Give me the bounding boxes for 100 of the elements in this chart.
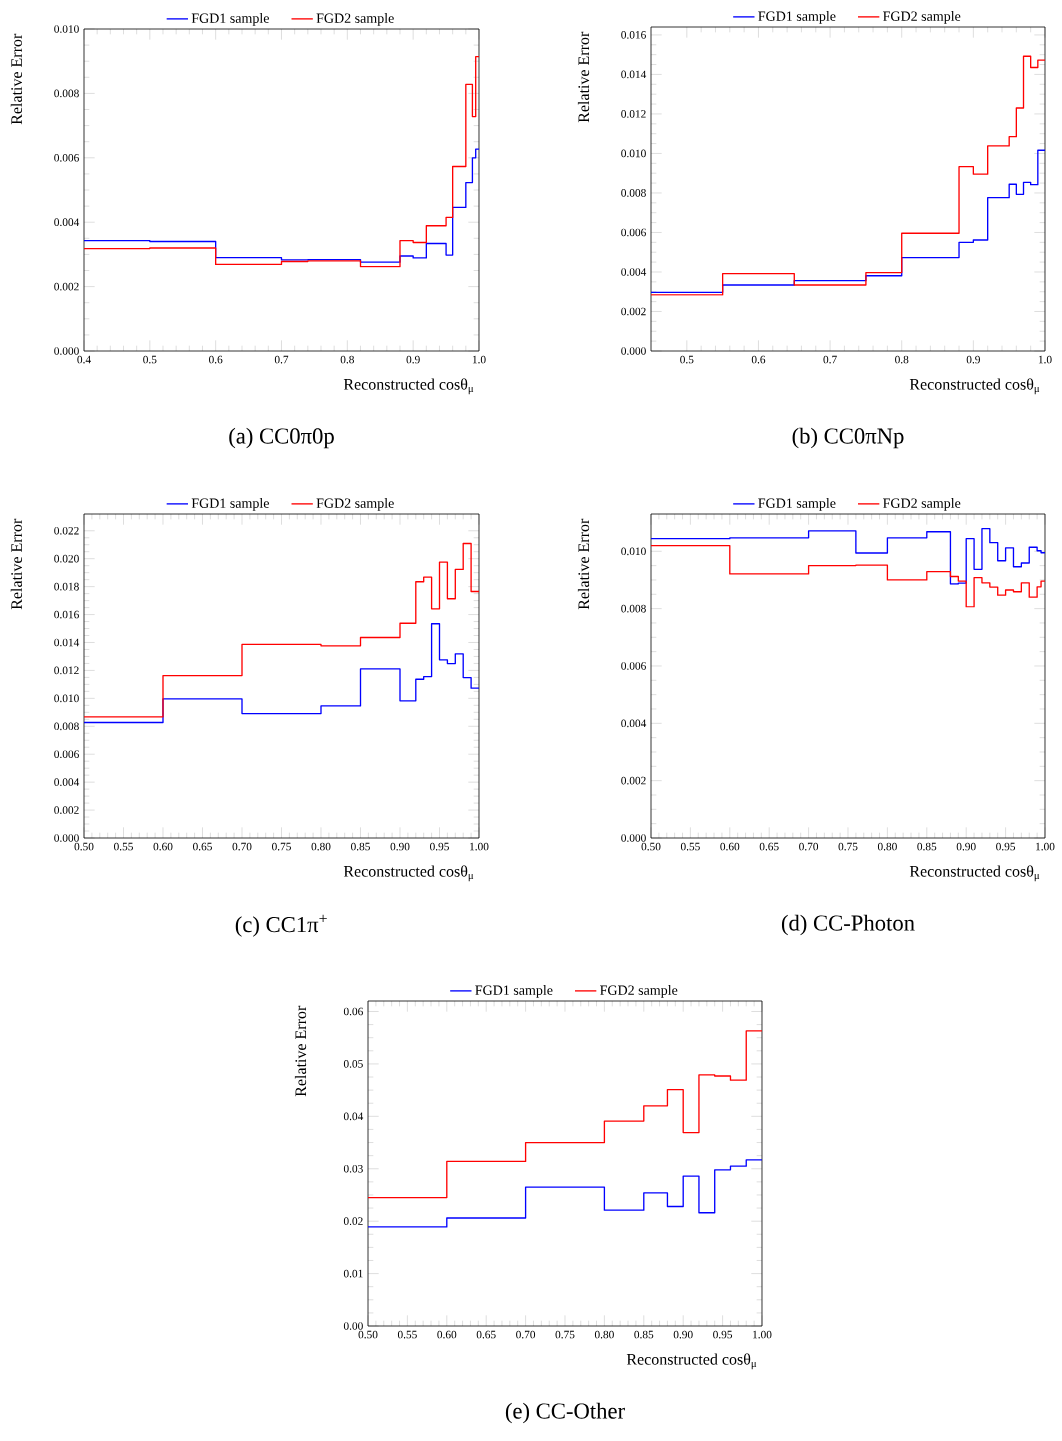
y-tick-label: 0.022 — [54, 526, 79, 535]
text: (c) CC1π$^{+}$ — [235, 914, 327, 937]
y-tick-label: 0.012 — [621, 110, 646, 118]
x-tick-label: 0.8 — [895, 355, 909, 364]
legend-label: FGD2 sample — [883, 11, 961, 24]
x-axis-title: Reconstructed cosθ$_{μ}$ — [343, 865, 474, 882]
y-axis-title: Relative Error — [577, 31, 590, 123]
x-tick-label: 0.85 — [351, 842, 370, 851]
y-tick-label: 0.006 — [621, 662, 646, 670]
x-tick-label: 0.60 — [153, 842, 173, 851]
x-tick-label: 0.9 — [966, 355, 980, 364]
legend-label: FGD2 sample — [316, 13, 394, 26]
legend-label: FGD1 sample — [191, 498, 270, 511]
x-tick-label: 0.70 — [799, 842, 819, 851]
x-tick-label: 0.55 — [680, 842, 700, 851]
y-tick-label: 0.03 — [343, 1164, 363, 1173]
y-tick-label: 0.000 — [54, 834, 79, 842]
x-tick-label: 0.50 — [358, 1330, 378, 1339]
x-tick-label: 0.9 — [406, 355, 420, 364]
x-tick-label: 0.70 — [232, 842, 252, 851]
y-tick-label: 0.06 — [343, 1007, 363, 1016]
legend-label: FGD2 sample — [316, 498, 394, 511]
y-tick-label: 0.004 — [621, 268, 647, 276]
y-tick-label: 0.010 — [54, 694, 79, 703]
legend-label: FGD1 sample — [758, 498, 836, 511]
y-tick-label: 0.016 — [54, 610, 79, 619]
x-tick-label: 0.65 — [759, 842, 779, 851]
legend-label: FGD1 sample — [475, 985, 553, 998]
x-axis-title: Reconstructed cosθ$_{μ}$ — [626, 1353, 757, 1370]
x-tick-label: 0.60 — [437, 1330, 457, 1339]
x-axis-title: Reconstructed cosθ$_{μ}$ — [909, 378, 1040, 395]
x-tick-label: 0.80 — [877, 842, 897, 851]
y-tick-label: 0.002 — [621, 776, 646, 785]
x-tick-label: 0.4 — [77, 355, 91, 364]
y-axis-title: Relative Error — [294, 1005, 307, 1097]
x-tick-label: 0.70 — [516, 1330, 536, 1339]
x-axis-title: Reconstructed cosθ$_{μ}$ — [909, 865, 1040, 882]
x-tick-label: 0.60 — [720, 842, 740, 851]
legend-label: FGD1 sample — [191, 13, 269, 26]
x-tick-label: 0.80 — [594, 1330, 614, 1339]
y-axis-title: Relative Error — [10, 33, 22, 125]
x-tick-label: 0.95 — [713, 1330, 733, 1339]
x-tick-label: 0.90 — [673, 1330, 693, 1339]
x-tick-label: 0.65 — [193, 842, 212, 851]
x-tick-label: 0.50 — [641, 842, 661, 851]
y-tick-label: 0.04 — [343, 1112, 364, 1121]
x-tick-label: 0.7 — [823, 355, 837, 364]
x-tick-label: 0.7 — [274, 355, 289, 364]
x-tick-label: 0.95 — [996, 842, 1016, 851]
legend-label: FGD2 sample — [883, 498, 961, 511]
x-tick-label: 0.80 — [311, 842, 331, 851]
y-tick-label: 0.000 — [621, 347, 646, 355]
x-tick-label: 0.95 — [430, 842, 449, 851]
x-tick-label: 0.75 — [555, 1330, 575, 1339]
x-tick-label: 0.90 — [956, 842, 976, 851]
y-tick-label: 0.02 — [343, 1217, 363, 1226]
x-tick-label: 0.5 — [680, 355, 694, 364]
y-tick-label: 0.002 — [54, 282, 79, 291]
x-tick-label: 0.6 — [209, 355, 223, 364]
y-tick-label: 0.014 — [54, 638, 80, 647]
y-tick-label: 0.020 — [54, 554, 79, 563]
y-tick-label: 0.01 — [343, 1269, 363, 1278]
y-tick-label: 0.006 — [54, 750, 79, 759]
x-tick-label: 0.50 — [74, 842, 94, 851]
x-tick-label: 0.55 — [397, 1330, 417, 1339]
x-tick-label: 0.6 — [751, 355, 766, 364]
x-tick-label: 1.0 — [1038, 355, 1052, 364]
x-tick-label: 1.00 — [753, 1330, 772, 1339]
y-tick-label: 0.004 — [621, 719, 647, 728]
x-tick-label: 0.85 — [917, 842, 937, 851]
y-tick-label: 0.008 — [621, 189, 646, 197]
x-tick-label: 0.55 — [114, 842, 133, 851]
x-axis-title: Reconstructed cosθ$_{μ}$ — [343, 378, 474, 395]
y-tick-label: 0.006 — [621, 228, 646, 237]
y-tick-label: 0.002 — [54, 806, 79, 814]
x-tick-label: 0.90 — [390, 842, 410, 851]
x-tick-label: 1.00 — [1036, 842, 1055, 851]
y-tick-label: 0.010 — [621, 149, 646, 158]
x-tick-label: 0.85 — [634, 1330, 654, 1339]
y-tick-label: 0.016 — [621, 31, 646, 39]
y-axis-title: Relative Error — [577, 518, 590, 610]
text: (b) CC0πNp — [792, 427, 904, 449]
y-tick-label: 0.002 — [621, 307, 646, 316]
y-tick-label: 0.010 — [54, 25, 79, 33]
x-tick-label: 0.8 — [340, 355, 354, 364]
x-tick-label: 1.00 — [470, 842, 489, 851]
legend-label: FGD1 sample — [758, 11, 836, 24]
y-tick-label: 0.008 — [54, 722, 79, 731]
y-tick-label: 0.006 — [54, 153, 79, 162]
y-tick-label: 0.010 — [621, 547, 646, 556]
text: (a) CC0π0p — [229, 427, 334, 449]
y-tick-label: 0.008 — [54, 89, 79, 98]
y-tick-label: 0.014 — [621, 70, 647, 79]
legend-label: FGD2 sample — [600, 985, 678, 998]
x-tick-label: 1.0 — [472, 355, 486, 364]
y-tick-label: 0.00 — [343, 1322, 363, 1330]
y-tick-label: 0.000 — [621, 834, 646, 842]
y-tick-label: 0.05 — [343, 1060, 363, 1068]
y-tick-label: 0.018 — [54, 582, 79, 591]
y-tick-label: 0.004 — [54, 218, 80, 227]
